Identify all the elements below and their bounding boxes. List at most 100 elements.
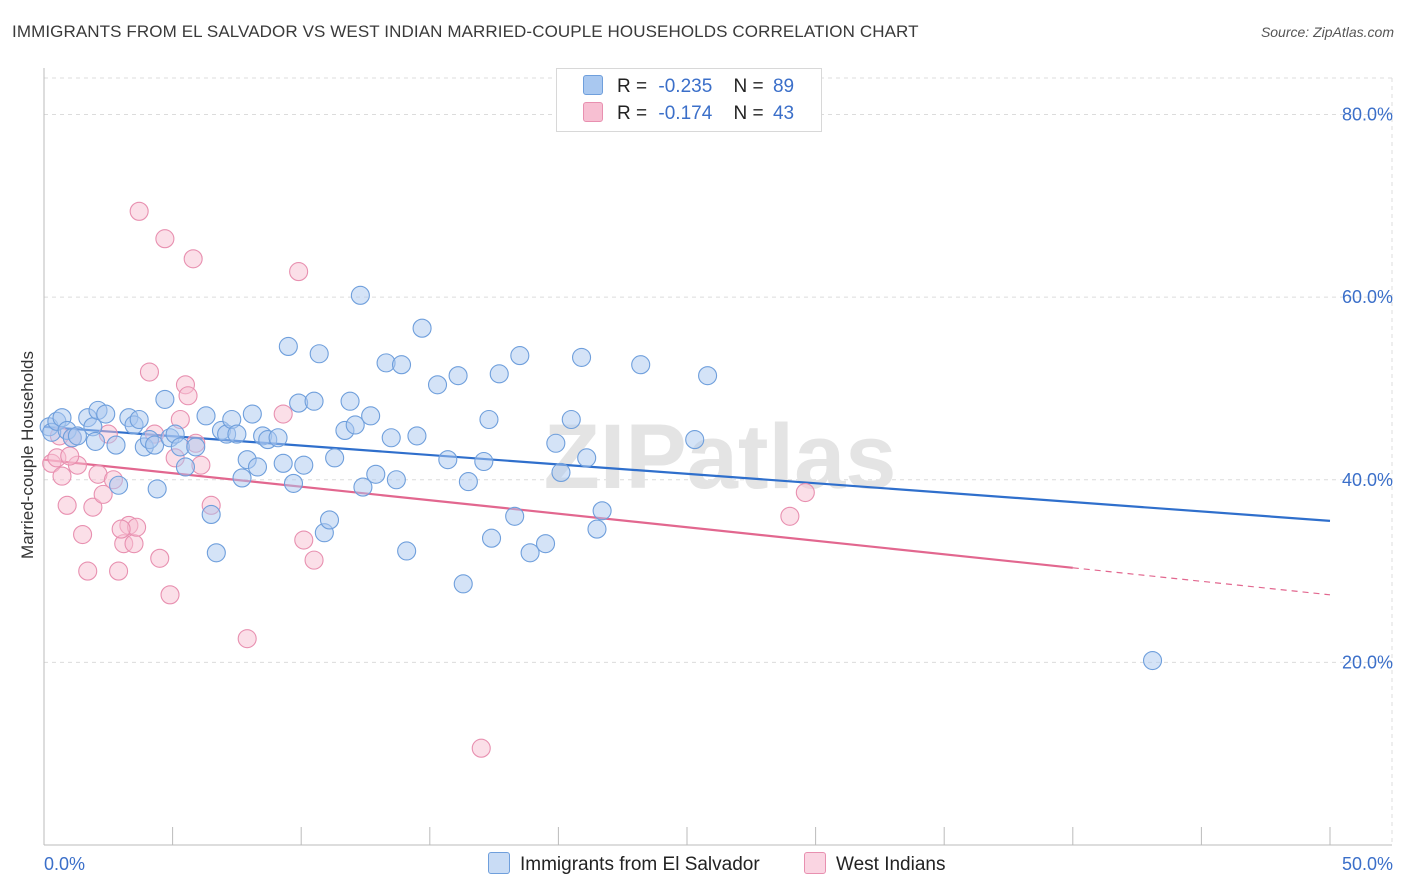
point-west-indians: [155, 229, 175, 249]
chart-title: IMMIGRANTS FROM EL SALVADOR VS WEST INDI…: [12, 22, 919, 41]
point-el-salvador: [386, 470, 406, 490]
point-el-salvador: [196, 406, 216, 426]
point-el-salvador: [283, 473, 304, 493]
bottom-legend-el-salvador: Immigrants from El Salvador: [488, 852, 760, 876]
point-west-indians: [78, 561, 98, 581]
legend-swatch-west-indians: [583, 102, 603, 122]
y-tick-label: 20.0%: [1342, 652, 1393, 672]
legend-n-label: N =: [733, 76, 764, 97]
point-el-salvador: [129, 409, 149, 430]
watermark: ZIPatlas: [544, 406, 897, 508]
point-west-indians: [52, 466, 72, 486]
point-el-salvador: [458, 472, 478, 492]
point-el-salvador: [309, 344, 329, 364]
point-west-indians: [471, 738, 491, 758]
legend-n-value-west-indians: 43: [772, 103, 795, 124]
point-el-salvador: [106, 435, 126, 455]
point-el-salvador: [366, 464, 386, 484]
point-el-salvador: [510, 346, 530, 366]
legend-r-value-west-indians: -0.174: [658, 103, 713, 124]
legend-r-value-el-salvador: -0.235: [658, 76, 713, 97]
point-el-salvador: [412, 318, 432, 338]
point-west-indians: [60, 446, 80, 466]
y-tick-label: 60.0%: [1342, 287, 1393, 307]
point-west-indians: [57, 495, 77, 515]
legend-row-west-indians: R = -0.174 N = 43: [583, 102, 794, 125]
point-el-salvador: [427, 375, 448, 395]
point-el-salvador: [227, 424, 247, 444]
legend-n-value-el-salvador: 89: [772, 76, 795, 97]
axes: [43, 68, 1392, 846]
trend-line-dashed-1: [1072, 567, 1331, 596]
point-el-salvador: [109, 475, 129, 495]
data-points: [39, 201, 1163, 758]
point-el-salvador: [481, 528, 502, 548]
point-el-salvador: [561, 409, 581, 430]
point-el-salvador: [448, 366, 468, 386]
point-el-salvador: [273, 453, 293, 473]
point-el-salvador: [361, 406, 381, 426]
point-el-salvador: [551, 462, 571, 483]
point-west-indians: [795, 482, 815, 503]
point-el-salvador: [268, 428, 288, 448]
point-el-salvador: [175, 457, 196, 477]
stats-legend: R = -0.235 N = 89 R = -0.174 N = 43: [556, 68, 822, 132]
point-el-salvador: [685, 430, 705, 450]
point-el-salvador: [155, 389, 175, 409]
x-tick-label-max: 50.0%: [1342, 854, 1393, 874]
bottom-legend-west-indians: West Indians: [804, 852, 945, 876]
point-west-indians: [304, 550, 324, 570]
point-west-indians: [124, 534, 144, 554]
bottom-legend-label-el-salvador: Immigrants from El Salvador: [520, 854, 760, 875]
point-el-salvador: [535, 534, 556, 554]
point-west-indians: [160, 585, 180, 605]
point-el-salvador: [489, 364, 509, 384]
y-tick-label: 80.0%: [1342, 105, 1393, 125]
point-el-salvador: [340, 391, 360, 411]
point-el-salvador: [397, 541, 417, 561]
legend-swatch-el-salvador: [583, 75, 603, 95]
legend-row-el-salvador: R = -0.235 N = 89: [583, 75, 794, 98]
point-west-indians: [73, 524, 93, 545]
point-el-salvador: [206, 543, 226, 563]
bottom-legend-swatch-west-indians: [804, 852, 826, 874]
point-el-salvador: [319, 510, 340, 530]
point-el-salvador: [438, 450, 458, 470]
point-el-salvador: [201, 504, 221, 525]
point-el-salvador: [186, 437, 206, 457]
point-el-salvador: [85, 431, 105, 451]
legend-r-label: R =: [617, 76, 648, 97]
point-el-salvador: [520, 543, 540, 563]
point-el-salvador: [577, 448, 597, 468]
point-west-indians: [83, 497, 103, 517]
y-tick-label: 40.0%: [1342, 470, 1393, 490]
point-el-salvador: [587, 519, 607, 539]
point-west-indians: [237, 629, 257, 649]
point-west-indians: [93, 484, 113, 504]
point-el-salvador: [505, 506, 525, 526]
x-tick-label-min: 0.0%: [44, 854, 85, 874]
point-el-salvador: [294, 455, 314, 475]
chart-source: Source: ZipAtlas.com: [1260, 24, 1394, 40]
point-west-indians: [780, 506, 800, 526]
point-el-salvador: [232, 468, 252, 488]
point-el-salvador: [698, 366, 718, 386]
point-el-salvador: [631, 355, 651, 375]
point-el-salvador: [453, 574, 473, 594]
point-el-salvador: [407, 426, 427, 446]
point-el-salvador: [325, 448, 345, 468]
point-el-salvador: [381, 428, 401, 448]
point-el-salvador: [353, 477, 373, 497]
point-el-salvador: [474, 451, 494, 472]
point-west-indians: [273, 404, 293, 424]
point-west-indians: [178, 386, 198, 406]
point-el-salvador: [242, 404, 262, 424]
trend-line-1: [43, 458, 1073, 569]
point-west-indians: [289, 262, 309, 282]
tick-labels: 20.0% 40.0% 60.0% 80.0% 0.0% 50.0%: [44, 105, 1393, 874]
point-west-indians: [150, 548, 170, 568]
bottom-legend-label-west-indians: West Indians: [836, 854, 946, 875]
point-west-indians: [139, 362, 160, 382]
point-el-salvador: [67, 426, 87, 446]
